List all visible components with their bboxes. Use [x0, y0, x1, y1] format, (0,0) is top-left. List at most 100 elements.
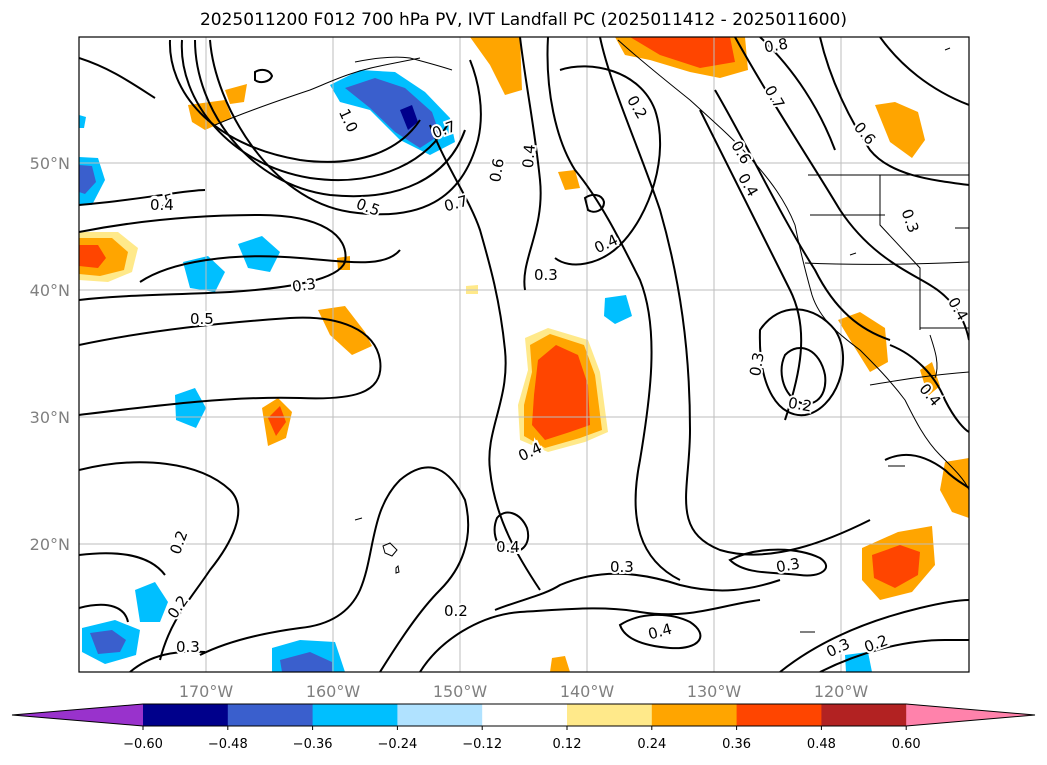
pv-contour-line — [779, 599, 969, 672]
positive-anomaly — [872, 545, 920, 588]
negative-anomaly — [175, 388, 206, 428]
colorbar-segment — [567, 704, 653, 726]
pv-contour-line — [758, 308, 845, 417]
colorbar-max-extension — [906, 704, 1035, 726]
pv-contour-line — [168, 39, 421, 163]
contour-label: 0.8 — [763, 35, 790, 57]
contour-label: 0.3 — [176, 638, 200, 656]
island — [849, 252, 857, 256]
pv-contour-line — [194, 39, 466, 198]
island — [382, 542, 398, 557]
coastline — [929, 334, 938, 379]
country-border — [869, 371, 969, 386]
contour-label: 0.2 — [623, 92, 651, 122]
negative-anomaly — [280, 652, 332, 672]
island — [395, 564, 400, 574]
negative-anomaly — [90, 630, 126, 654]
colorbar-segment — [736, 704, 822, 726]
latitude-labels: 50°N 40°N 30°N 20°N — [30, 154, 70, 554]
colorbar-segment — [397, 704, 483, 726]
positive-anomaly — [79, 245, 106, 268]
pv-contour-line — [180, 39, 451, 182]
negative-anomaly — [400, 105, 418, 130]
contour-label: 0.4 — [734, 170, 762, 200]
coastline — [617, 39, 969, 491]
longitude-labels: 170°W 160°W 150°W 140°W 130°W 120°W — [179, 682, 869, 701]
coastline — [214, 57, 421, 126]
lon-tick-label: 120°W — [814, 682, 869, 701]
positive-anomaly — [470, 37, 522, 95]
map-plot-area: 0.8 0.7 0.6 0.5 0.4 0.5 0.3 0.5 1.0 0.7 … — [79, 35, 969, 672]
colorbar-ticks: −0.60 −0.48 −0.36 −0.24 −0.12 0.12 0.24 0.36 0.4… — [123, 726, 921, 752]
colorbar-tick-label: 0.12 — [553, 737, 582, 752]
contour-label: 0.4 — [646, 620, 674, 644]
pv-contour-line — [819, 639, 969, 672]
colorbar-segment — [227, 704, 314, 726]
colorbar — [11, 703, 1036, 727]
pv-contour-line — [419, 599, 761, 672]
pv-contour-line — [780, 346, 827, 405]
pv-contour-line — [494, 572, 781, 611]
colorbar-tick-label: 0.36 — [722, 737, 751, 752]
contour-label: 0.5 — [354, 195, 383, 220]
colorbar-segment — [143, 704, 229, 726]
state-border — [879, 175, 921, 330]
pv-contour-line — [493, 511, 530, 553]
map-title: 2025011200 F012 700 hPa PV, IVT Landfall… — [199, 10, 847, 30]
lon-tick-label: 160°W — [306, 682, 361, 701]
positive-anomaly — [940, 458, 969, 518]
contour-label: 0.2 — [444, 602, 468, 620]
negative-anomaly — [238, 236, 280, 272]
colorbar-tick-label: −0.48 — [208, 737, 248, 752]
pv-contour-line — [583, 193, 606, 213]
island — [944, 47, 951, 51]
lon-tick-label: 170°W — [179, 682, 234, 701]
colorbar-min-extension — [12, 704, 143, 726]
contour-label: 0.2 — [862, 631, 891, 656]
country-border — [804, 261, 969, 265]
colorbar-tick-label: 0.60 — [892, 737, 921, 752]
contour-label: 0.6 — [486, 157, 508, 184]
positive-anomaly — [550, 656, 570, 672]
colorbar-tick-label: −0.36 — [293, 737, 333, 752]
pv-contour-line — [254, 68, 274, 84]
pv-contour-line — [79, 552, 166, 576]
pv-contour-line — [129, 650, 206, 672]
contour-label: 0.2 — [166, 528, 191, 557]
positive-anomaly — [268, 406, 286, 436]
contour-label: 0.5 — [190, 310, 214, 328]
contour-label: 0.3 — [775, 554, 802, 576]
positive-anomaly — [318, 306, 372, 355]
pv-contour-line — [79, 603, 129, 623]
island — [354, 517, 363, 521]
colorbar-tick-label: −0.60 — [123, 737, 163, 752]
pv-contour-line — [714, 89, 891, 341]
coastlines — [214, 39, 969, 633]
pv-contour-line — [79, 461, 240, 661]
contour-label: 0.2 — [787, 394, 814, 416]
lon-tick-label: 150°W — [433, 682, 488, 701]
pv-contour-line — [618, 613, 702, 650]
pv-contour-line — [879, 37, 969, 106]
positive-anomaly — [558, 170, 580, 190]
pv-contour-line — [884, 453, 969, 489]
contour-label: 0.4 — [496, 538, 520, 556]
pv-contour-line — [519, 37, 542, 291]
contour-label: 0.4 — [150, 196, 174, 214]
contour-label: 1.0 — [335, 106, 361, 135]
lat-tick-label: 20°N — [30, 535, 70, 554]
negative-anomaly — [135, 582, 168, 622]
pc-shading — [79, 37, 969, 672]
lat-tick-label: 30°N — [30, 408, 70, 427]
pv-contour-line — [79, 57, 156, 99]
positive-anomaly — [225, 84, 247, 104]
lon-tick-label: 130°W — [687, 682, 742, 701]
positive-anomaly — [532, 345, 590, 440]
contour-label: 0.3 — [534, 266, 558, 284]
pv-contours — [79, 37, 969, 672]
pv-contour-line — [139, 249, 401, 283]
pv-contour-line — [79, 189, 206, 206]
pv-contour-line — [759, 37, 836, 151]
lon-tick-label: 140°W — [560, 682, 615, 701]
pv-contour-line — [728, 548, 828, 577]
